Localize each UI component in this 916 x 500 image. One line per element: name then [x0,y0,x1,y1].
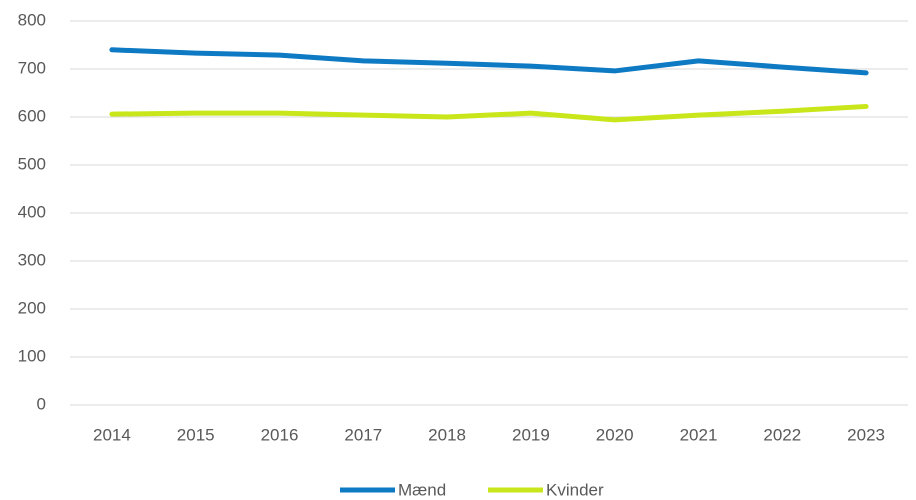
y-tick-label: 200 [18,298,46,317]
legend-label: Mænd [398,480,446,499]
x-tick-label: 2017 [344,425,382,444]
y-tick-label: 800 [18,10,46,29]
x-tick-label: 2020 [596,425,634,444]
x-tick-label: 2015 [177,425,215,444]
x-tick-label: 2016 [261,425,299,444]
x-tick-label: 2018 [428,425,466,444]
series-line [109,47,869,76]
y-tick-label: 300 [18,250,46,269]
y-tick-label: 100 [18,346,46,365]
x-tick-label: 2022 [763,425,801,444]
x-tick-label: 2014 [93,425,131,444]
x-tick-label: 2021 [680,425,718,444]
y-tick-label: 400 [18,202,46,221]
y-tick-label: 0 [37,394,46,413]
legend-label: Kvinder [546,480,604,499]
y-tick-label: 600 [18,106,46,125]
y-tick-label: 700 [18,58,46,77]
x-tick-label: 2019 [512,425,550,444]
y-tick-label: 500 [18,154,46,173]
x-tick-label: 2023 [847,425,885,444]
series-line [109,103,869,123]
